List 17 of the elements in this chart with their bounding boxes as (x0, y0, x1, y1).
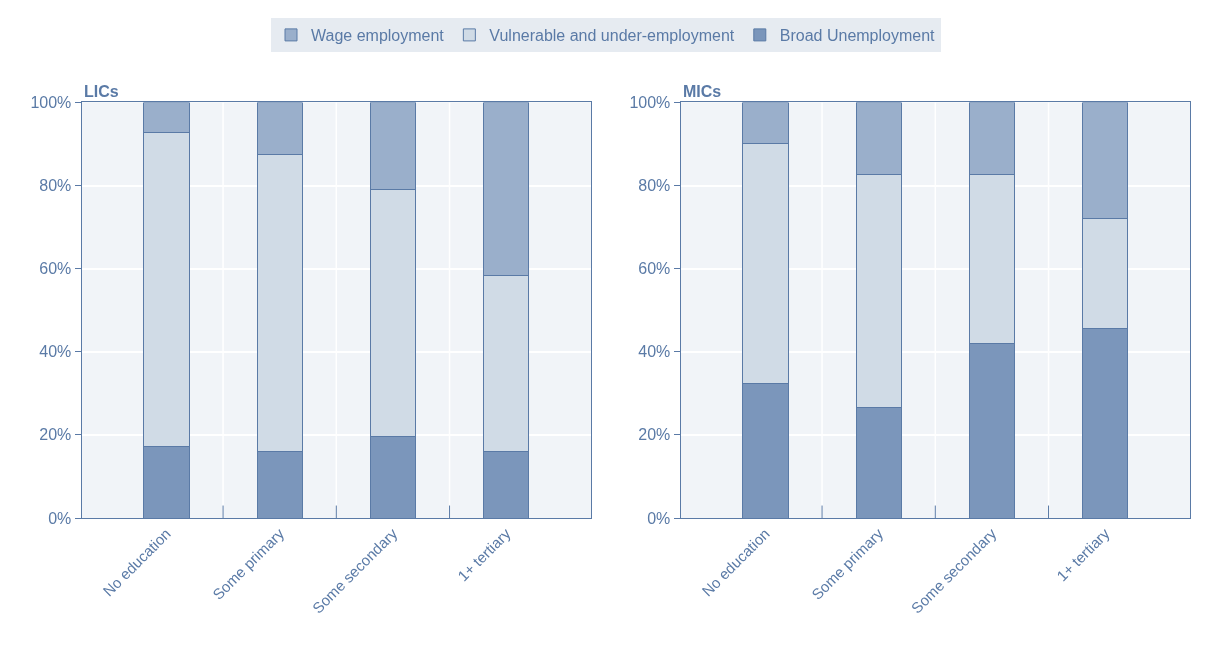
y-tick-label: 80% (39, 177, 72, 195)
y-tick-label: 0% (647, 509, 671, 527)
chart-title: MICs (683, 83, 722, 100)
legend-label: Vulnerable and under-employment (489, 27, 735, 45)
legend-label: Broad Unemployment (779, 27, 936, 45)
chart-title: LICs (84, 83, 119, 100)
y-tick-label: 20% (39, 426, 72, 444)
y-tick-label: 100% (629, 93, 671, 111)
y-tick-label: 20% (638, 426, 671, 444)
legend-label: Wage employment (311, 27, 445, 45)
y-tick-label: 0% (48, 509, 72, 527)
y-tick-label: 80% (638, 177, 671, 195)
y-tick-label: 100% (30, 93, 72, 111)
y-tick-label: 40% (638, 343, 671, 361)
y-tick-label: 60% (638, 260, 671, 278)
y-tick-label: 60% (39, 260, 72, 278)
y-tick-label: 40% (39, 343, 72, 361)
